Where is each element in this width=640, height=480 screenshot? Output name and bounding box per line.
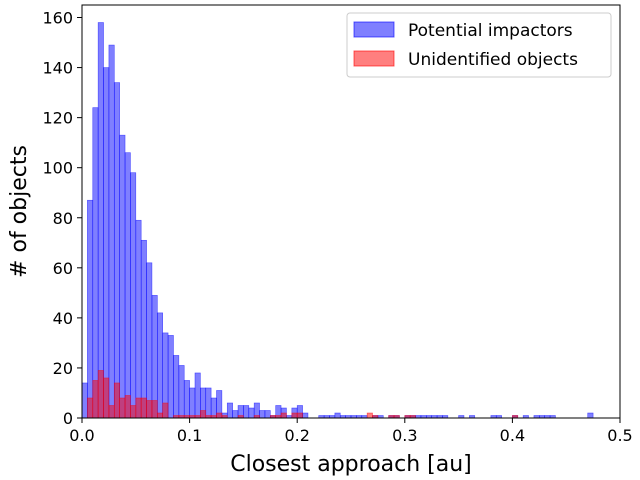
bar-unidentified-objects: [113, 382, 120, 419]
ticks-layer: 0.0 0.1 0.2 0.3 0.4 0.5 0 20 40 60 80 100 120 140 160: [42, 9, 632, 445]
bar-unidentified-objects: [140, 397, 147, 419]
y-axis-title: # of objects: [7, 145, 32, 278]
bar-potential-impactors: [210, 397, 217, 419]
bar-unidentified-objects: [216, 412, 223, 419]
bar-potential-impactors: [259, 410, 266, 419]
x-tick-label: 0.2: [284, 426, 309, 445]
x-tick-label: 0.1: [177, 426, 202, 445]
legend-swatch-potential-impactors: [353, 21, 395, 38]
bar-unidentified-objects: [291, 412, 298, 419]
legend-label-unidentified-objects: Unidentified objects: [408, 50, 578, 70]
bar-unidentified-objects: [280, 412, 287, 419]
bar-potential-impactors: [189, 387, 196, 419]
bar-unidentified-objects: [124, 395, 131, 419]
bar-potential-impactors: [157, 312, 164, 419]
bar-unidentified-objects: [108, 405, 115, 419]
bar-potential-impactors: [81, 382, 88, 419]
bar-potential-impactors: [135, 219, 142, 419]
x-tick-label: 0.3: [392, 426, 417, 445]
bar-unidentified-objects: [119, 397, 126, 419]
y-tick-label: 160: [42, 9, 73, 28]
x-tick-label: 0.4: [500, 426, 525, 445]
y-tick-label: 100: [42, 159, 73, 178]
bar-potential-impactors: [140, 239, 147, 419]
y-tick-label: 80: [53, 209, 73, 228]
bar-unidentified-objects: [87, 397, 94, 419]
bar-potential-impactors: [264, 410, 271, 419]
y-tick-label: 60: [53, 259, 73, 278]
bars-layer: [81, 22, 594, 419]
y-tick-label: 20: [53, 359, 73, 378]
bar-potential-impactors: [151, 295, 158, 419]
bar-potential-impactors: [232, 410, 239, 419]
bar-potential-impactors: [178, 365, 185, 419]
bar-potential-impactors: [146, 262, 153, 419]
legend-label-potential-impactors: Potential impactors: [408, 21, 573, 41]
x-axis-title: Closest approach [au]: [230, 452, 472, 477]
bar-potential-impactors: [97, 22, 104, 419]
bar-unidentified-objects: [296, 412, 303, 419]
bar-unidentified-objects: [97, 370, 104, 419]
bar-potential-impactors: [167, 335, 174, 419]
bar-potential-impactors: [119, 134, 126, 419]
bar-unidentified-objects: [92, 380, 99, 419]
bar-unidentified-objects: [146, 400, 153, 419]
bar-potential-impactors: [87, 199, 94, 419]
bar-potential-impactors: [130, 172, 137, 419]
bar-potential-impactors: [226, 402, 233, 419]
bar-unidentified-objects: [130, 405, 137, 419]
x-tick-label: 0.5: [607, 426, 632, 445]
bar-potential-impactors: [248, 407, 255, 419]
legend: Potential impactors Unidentified objects: [346, 12, 612, 78]
y-tick-label: 140: [42, 59, 73, 78]
bar-potential-impactors: [334, 412, 341, 419]
bar-unidentified-objects: [103, 377, 110, 419]
y-tick-label: 120: [42, 109, 73, 128]
y-tick-label: 40: [53, 309, 73, 328]
bar-potential-impactors: [103, 67, 110, 419]
bar-unidentified-objects: [200, 410, 207, 419]
bar-potential-impactors: [205, 387, 212, 419]
bar-unidentified-objects: [162, 402, 169, 419]
bar-unidentified-objects: [151, 400, 158, 419]
bar-potential-impactors: [92, 107, 99, 419]
bar-unidentified-objects: [366, 412, 373, 419]
axes-frame: [81, 4, 621, 419]
bar-potential-impactors: [113, 82, 120, 419]
bar-potential-impactors: [243, 405, 250, 419]
x-tick-label: 0.0: [69, 426, 94, 445]
y-tick-label: 0: [63, 409, 73, 428]
bar-potential-impactors: [587, 412, 594, 419]
bar-potential-impactors: [194, 372, 201, 419]
bar-potential-impactors: [183, 380, 190, 419]
bar-potential-impactors: [173, 355, 180, 419]
bar-unidentified-objects: [135, 397, 142, 419]
bar-potential-impactors: [302, 412, 309, 419]
legend-swatch-unidentified-objects: [353, 50, 395, 67]
legend-box: [346, 12, 612, 78]
bar-potential-impactors: [108, 44, 115, 419]
bar-potential-impactors: [124, 152, 131, 419]
bar-unidentified-objects: [157, 412, 164, 419]
